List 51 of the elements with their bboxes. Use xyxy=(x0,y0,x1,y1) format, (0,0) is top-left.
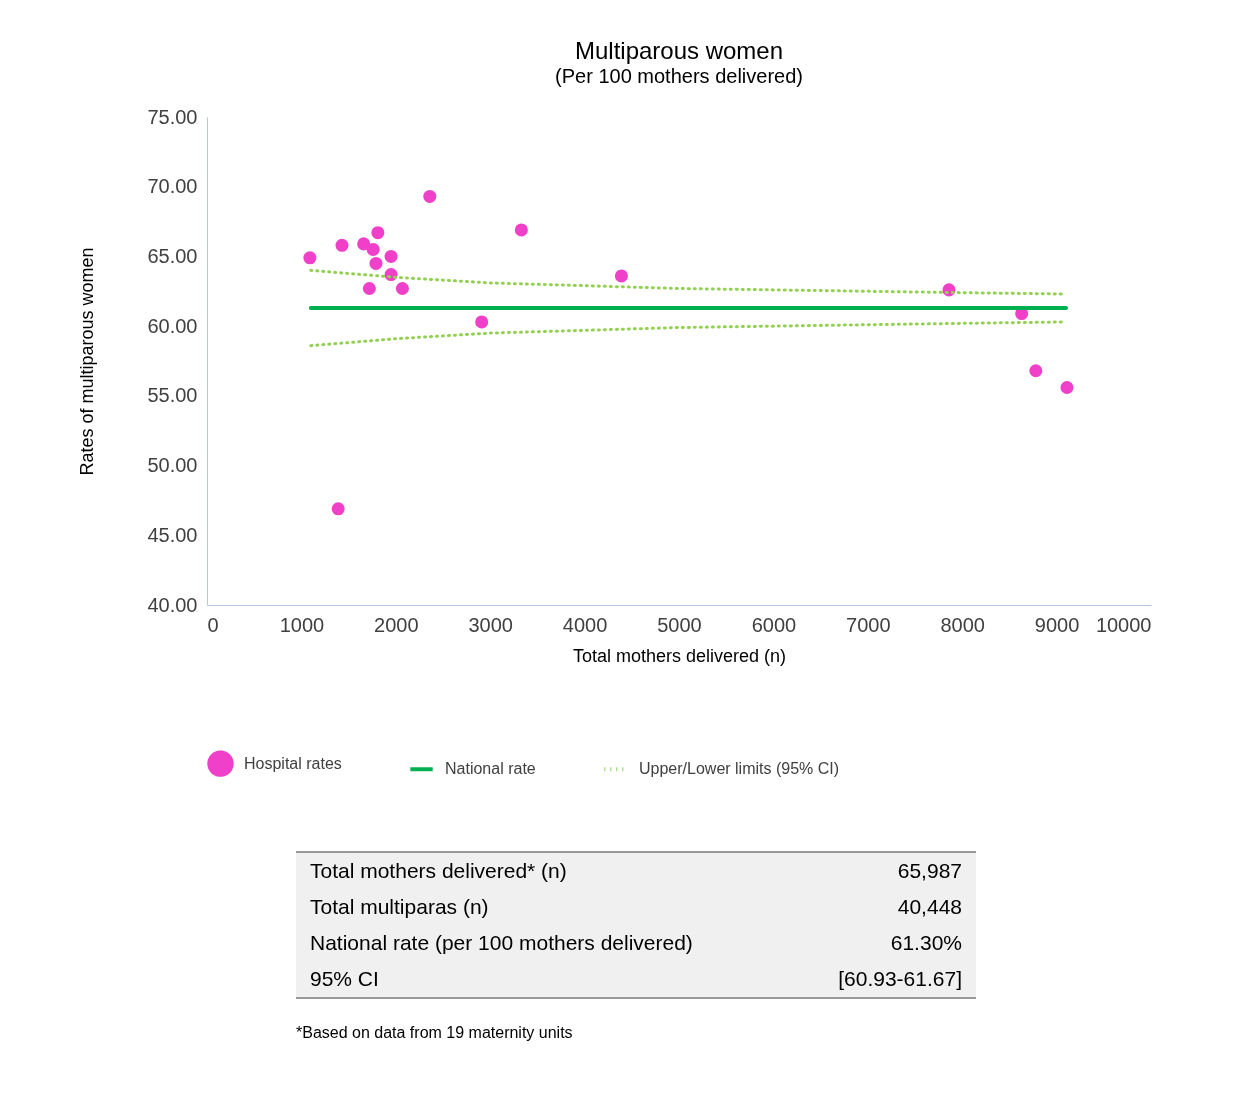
y-tick-label: 60.00 xyxy=(147,314,198,337)
text: 95% CI xyxy=(309,966,380,992)
text: Total multiparas (n) xyxy=(309,894,490,920)
x-tick-label: 3000 xyxy=(468,613,513,636)
y-tick-label: 40.00 xyxy=(147,593,198,616)
x-tick-label: 7000 xyxy=(846,613,891,636)
x-tick-label: 5000 xyxy=(657,613,702,636)
text: [60.93-61.67] xyxy=(837,966,963,992)
x-tick-label: 4000 xyxy=(562,613,608,636)
text: National rate (per 100 mothers delivered) xyxy=(309,930,694,956)
text: 61.30% xyxy=(889,930,963,956)
point xyxy=(362,281,376,295)
text: Total mothers delivered* (n) xyxy=(309,858,568,884)
y-tick-label: 70.00 xyxy=(147,175,198,198)
x-tick-label: 2000 xyxy=(374,613,419,636)
point xyxy=(475,315,489,329)
x-tick-label: 9000 xyxy=(1034,613,1080,636)
y-tick-label: 55.00 xyxy=(147,384,198,407)
point xyxy=(514,223,528,237)
point xyxy=(357,237,371,251)
y-axis-title: Rates of multiparous women xyxy=(77,247,98,476)
y-tick-label: 75.00 xyxy=(147,105,198,128)
chart-subtitle: (Per 100 mothers delivered) xyxy=(555,65,803,87)
text: *Based on data from 19 maternity units xyxy=(296,1024,573,1042)
x-axis-title: Total mothers delivered (n) xyxy=(572,645,787,666)
text: 40,448 xyxy=(896,894,963,920)
text: 65,987 xyxy=(896,858,963,884)
point xyxy=(1060,380,1074,394)
x-tick-label: 6000 xyxy=(751,613,797,636)
legend-label: National rate xyxy=(445,760,536,778)
point xyxy=(369,256,383,270)
y-tick-label: 45.00 xyxy=(147,523,198,546)
point xyxy=(303,251,317,265)
point xyxy=(371,226,385,240)
point xyxy=(423,189,437,203)
point xyxy=(1029,364,1043,378)
legend-label: Hospital rates xyxy=(244,754,342,772)
x-tick-label: 8000 xyxy=(940,613,985,636)
point xyxy=(331,502,345,516)
x-tick-label: 0 xyxy=(207,613,219,636)
point xyxy=(366,242,380,256)
point xyxy=(614,269,628,283)
x-tick-label: 10000 xyxy=(1095,613,1152,636)
y-tick-label: 65.00 xyxy=(147,244,198,267)
y-tick-label: 50.00 xyxy=(147,454,198,477)
point xyxy=(335,238,349,252)
chart-title: Multiparous women xyxy=(574,37,784,64)
x-tick-label: 1000 xyxy=(279,613,325,636)
point xyxy=(384,249,398,263)
legend-label: Upper/Lower limits (95% CI) xyxy=(639,760,840,778)
point xyxy=(395,281,409,295)
